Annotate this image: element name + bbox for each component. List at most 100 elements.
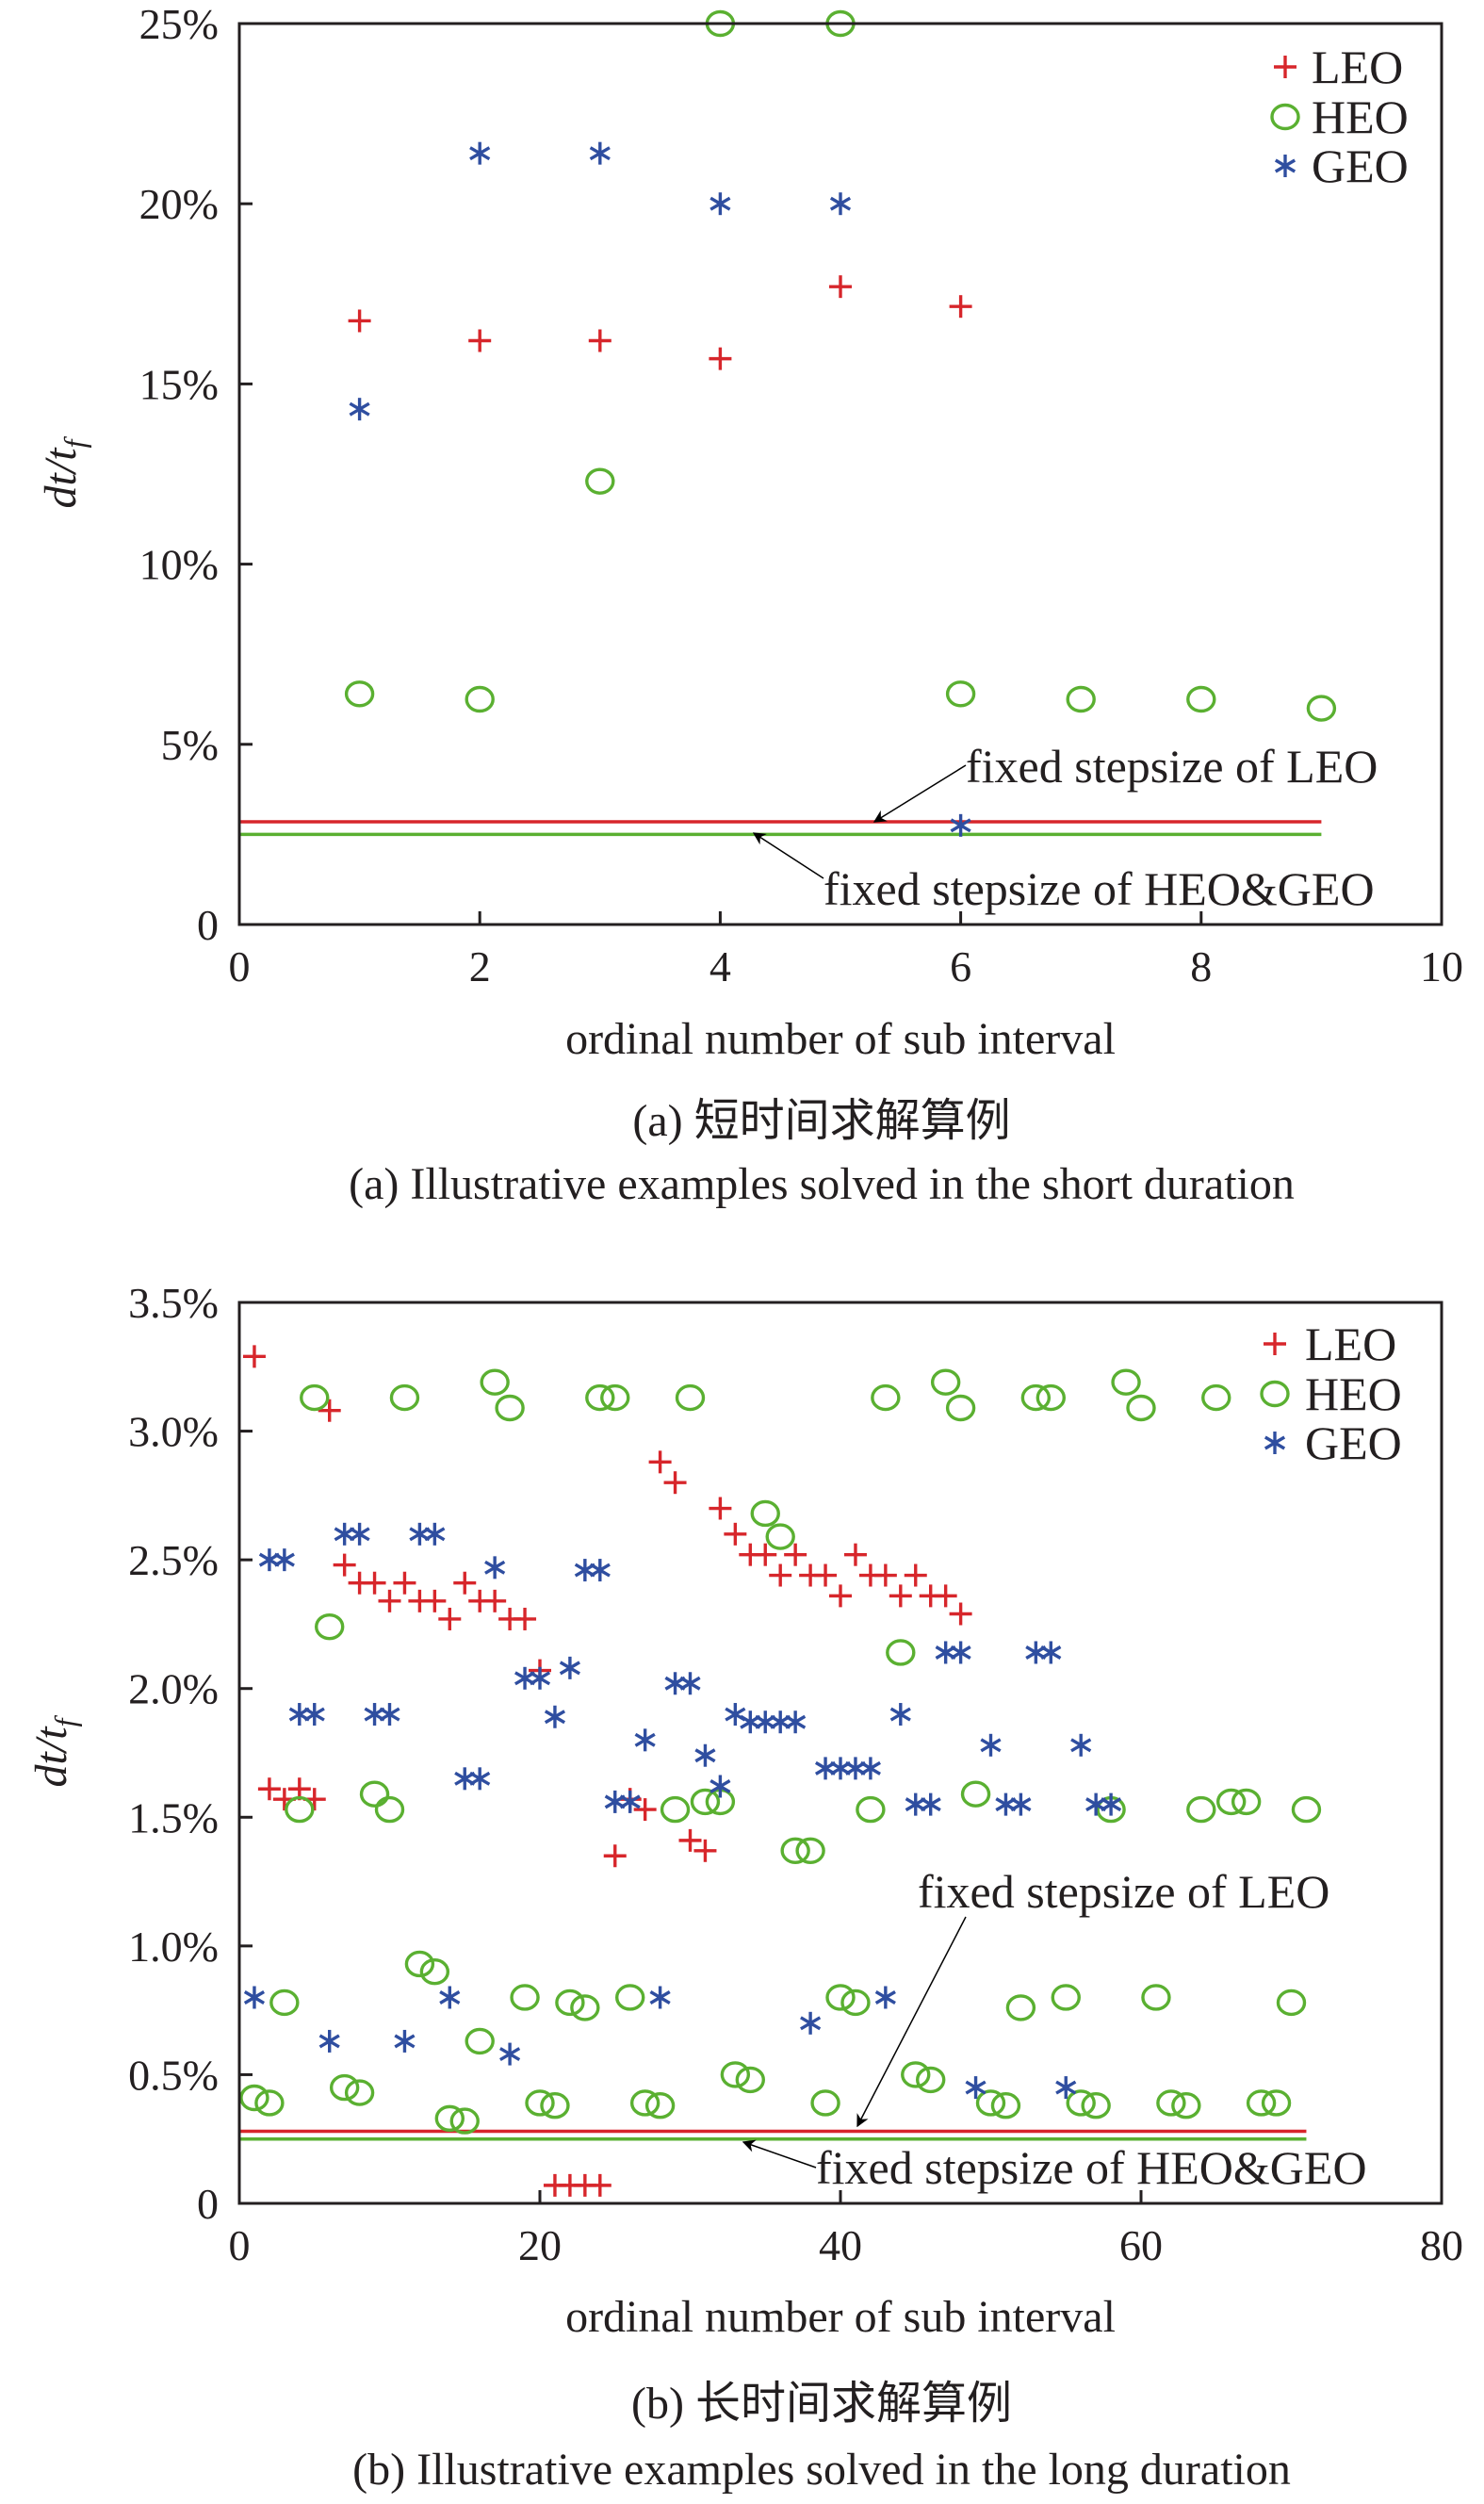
data-point-leo (423, 1589, 447, 1612)
data-point-heo (615, 1984, 645, 2011)
data-point-heo (510, 1984, 540, 2011)
series-leo (348, 275, 972, 370)
legend-label-heo: HEO (1305, 1367, 1402, 1420)
data-point-heo (449, 2107, 480, 2135)
data-point-heo (901, 2061, 931, 2088)
data-point-heo (344, 2079, 375, 2106)
data-point-geo (619, 1790, 641, 1813)
x-tick-label: 60 (1119, 2221, 1163, 2269)
annotation-arrow (856, 1916, 967, 2128)
data-point-heo (720, 2061, 751, 2088)
data-point-heo (1081, 2092, 1111, 2119)
data-point-geo (829, 1757, 852, 1780)
x-tick-label: 10 (1420, 942, 1463, 990)
data-point-heo (1291, 1795, 1322, 1824)
data-point-geo (709, 1775, 731, 1798)
data-point-heo (856, 1795, 886, 1824)
data-point-heo (916, 2066, 946, 2094)
data-point-heo (735, 2066, 765, 2094)
data-point-leo (829, 275, 852, 299)
data-point-leo (949, 295, 972, 319)
data-point-geo (499, 2042, 521, 2066)
data-point-heo (555, 1988, 585, 2017)
data-point-heo (960, 1780, 991, 1808)
data-point-heo (1126, 1394, 1156, 1422)
data-point-geo (664, 1672, 686, 1695)
data-point-geo (469, 1767, 491, 1791)
data-point-heo (434, 2104, 465, 2133)
data-point-geo (439, 1986, 461, 2009)
legend-marker-heo (1270, 103, 1300, 131)
annotation-label: fixed stepsize of HEO&GEO (824, 862, 1375, 915)
data-point-heo (1036, 1383, 1067, 1412)
data-point-heo (300, 1383, 330, 1412)
plot-frame (237, 22, 1443, 926)
data-point-geo (995, 1792, 1017, 1816)
data-point-heo (1051, 1984, 1081, 2011)
data-point-leo (843, 1543, 867, 1566)
data-point-heo (1171, 2092, 1201, 2119)
data-point-geo (874, 1986, 896, 2009)
data-point-geo (1025, 1641, 1047, 1664)
data-point-geo (424, 1522, 446, 1546)
x-tick-label: 6 (950, 942, 971, 990)
data-point-geo (394, 2029, 416, 2053)
annotation-arrow (742, 2139, 817, 2168)
x-tick-label: 2 (469, 942, 491, 990)
y-tick-label: 0 (197, 901, 219, 949)
data-point-geo (454, 1767, 476, 1791)
caption-chinese: (b) 长时间求解算例 (631, 2379, 1012, 2429)
data-point-heo (1306, 695, 1337, 722)
legend-label-heo: HEO (1312, 90, 1409, 143)
y-tick-label: 10% (139, 541, 219, 589)
data-point-leo (784, 1543, 807, 1566)
data-point-leo (769, 1563, 792, 1587)
data-point-heo (1246, 2089, 1277, 2117)
data-point-geo (980, 1733, 1002, 1757)
data-point-heo (1276, 1988, 1307, 2017)
data-point-heo (1066, 2089, 1096, 2117)
data-point-leo (829, 1584, 852, 1608)
data-point-leo (754, 1543, 777, 1566)
data-point-geo (409, 1522, 431, 1546)
data-point-heo (975, 2089, 1006, 2117)
data-point-heo (465, 685, 495, 713)
data-point-geo (589, 141, 611, 165)
chart-panel-2: 0 20 40 60 80 0 0.5% 1.0% 1.5% 2.0% 2.5% 3.0% 3.5% or… (26, 1279, 1463, 2495)
data-point-geo (694, 1743, 716, 1767)
data-point-geo (273, 1548, 295, 1572)
data-point-leo (603, 1844, 627, 1868)
data-point-heo (315, 1612, 345, 1641)
data-point-heo (886, 1639, 916, 1666)
data-point-heo (374, 1795, 405, 1824)
caption-chinese: (a) 短时间求解算例 (632, 1096, 1010, 1146)
data-point-geo (604, 1790, 626, 1813)
annotation-arrow (872, 764, 967, 823)
legend-marker-geo (1264, 1432, 1286, 1454)
y-tick-label: 2.0% (128, 1665, 219, 1713)
data-point-heo (600, 1383, 630, 1412)
data-point-geo (303, 1703, 325, 1727)
legend-marker-geo (1274, 155, 1296, 177)
data-point-heo (1156, 2089, 1186, 2117)
data-point-leo (873, 1563, 897, 1587)
data-point-leo (588, 329, 612, 352)
data-point-heo (1201, 1383, 1231, 1412)
y-axis-label: dt/tf (36, 435, 91, 508)
y-tick-label: 25% (139, 0, 219, 48)
caption-english: (b) Illustrative examples solved in the … (352, 2445, 1291, 2495)
data-point-heo (1261, 2089, 1292, 2117)
annotation-label: fixed stepsize of LEO (966, 740, 1378, 793)
data-point-leo (904, 1563, 927, 1587)
data-point-heo (930, 1368, 961, 1396)
data-point-geo (889, 1703, 911, 1727)
series-heo (239, 1368, 1322, 2135)
legend-label-leo: LEO (1312, 41, 1403, 93)
annotation-arrow (752, 832, 824, 879)
data-point-heo (540, 2092, 570, 2119)
data-point-heo (1141, 1984, 1171, 2011)
data-point-leo (709, 347, 732, 370)
data-point-leo (678, 1828, 702, 1852)
